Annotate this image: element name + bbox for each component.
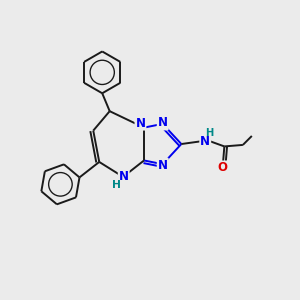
Text: N: N [135, 117, 146, 130]
Text: O: O [218, 161, 228, 174]
Text: N: N [158, 159, 168, 172]
Text: N: N [158, 116, 168, 130]
Text: H: H [205, 128, 214, 138]
Text: N: N [200, 134, 210, 148]
Text: N: N [119, 170, 129, 183]
Text: H: H [112, 180, 121, 190]
